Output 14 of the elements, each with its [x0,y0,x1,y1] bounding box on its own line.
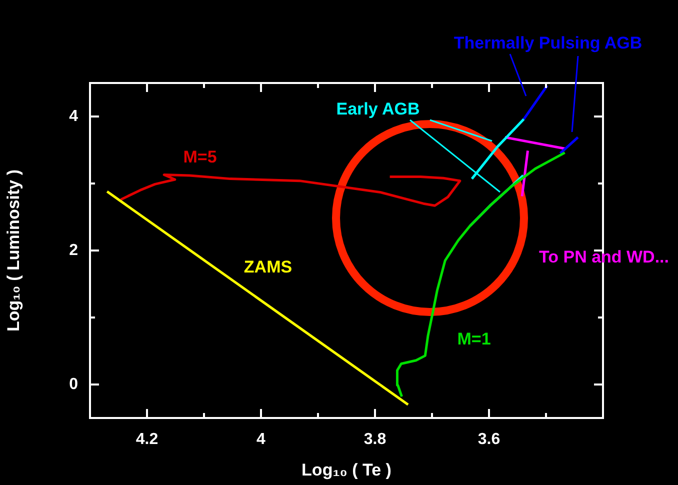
y-tick-label: 2 [69,242,78,259]
x-tick-label: 3.6 [478,431,500,448]
y-tick-label: 0 [69,376,78,393]
x-tick-label: 3.8 [364,431,386,448]
series-label: ZAMS [244,258,292,277]
x-tick-label: 4.2 [136,431,158,448]
x-tick-label: 4 [256,431,266,448]
series-label: M=1 [457,330,491,349]
text: Early AGB [336,100,420,119]
y-tick-label: 4 [69,108,78,125]
y-axis-title: Log₁₀ ( Luminosity ) [4,169,23,332]
text: Thermally Pulsing AGB [454,34,642,53]
x-axis-title: Log₁₀ ( Te ) [302,460,392,480]
series-label: M=5 [183,148,217,167]
